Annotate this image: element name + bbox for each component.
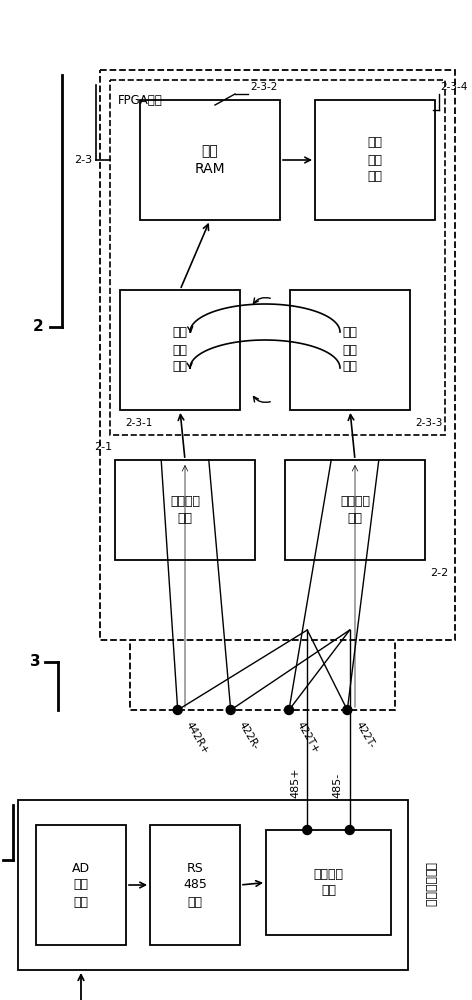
- Text: 双口
RAM: 双口 RAM: [194, 144, 225, 176]
- Text: 物理层接
收端: 物理层接 收端: [170, 495, 200, 525]
- Text: 2-3: 2-3: [74, 155, 92, 165]
- Text: 2-3-3: 2-3-3: [415, 418, 442, 428]
- Circle shape: [173, 706, 182, 714]
- Text: AD
转换
模块: AD 转换 模块: [72, 861, 90, 908]
- Text: 2-3-4: 2-3-4: [440, 82, 467, 92]
- Circle shape: [285, 706, 294, 714]
- Text: 2: 2: [33, 319, 43, 334]
- Text: 2-2: 2-2: [430, 568, 448, 578]
- Text: FPGA芯片: FPGA芯片: [118, 94, 163, 107]
- Text: 指令
发送
模块: 指令 发送 模块: [343, 326, 357, 373]
- Text: 485-: 485-: [333, 773, 343, 798]
- Bar: [130, 630, 395, 710]
- Bar: [36, 825, 126, 945]
- Text: 422T-: 422T-: [354, 720, 376, 750]
- Circle shape: [343, 706, 352, 714]
- Bar: [120, 290, 240, 410]
- Circle shape: [345, 826, 354, 834]
- Bar: [110, 80, 445, 435]
- Circle shape: [303, 826, 312, 834]
- Bar: [150, 825, 240, 945]
- Text: 数据处理卡: 数据处理卡: [471, 336, 472, 374]
- Circle shape: [226, 706, 235, 714]
- Text: 442R+: 442R+: [184, 720, 210, 756]
- Text: 物理层收
发端: 物理层收 发端: [313, 867, 344, 898]
- Bar: [18, 800, 408, 970]
- Text: 3: 3: [30, 654, 40, 670]
- Text: 运算
处理
模块: 运算 处理 模块: [368, 136, 382, 184]
- Text: 数据
接收
模块: 数据 接收 模块: [172, 326, 187, 373]
- Text: RS
485
芯片: RS 485 芯片: [183, 861, 207, 908]
- Text: 2-3-1: 2-3-1: [125, 418, 152, 428]
- Text: 信号采集模块: 信号采集模块: [423, 862, 437, 908]
- Bar: [285, 460, 425, 560]
- Bar: [266, 830, 391, 935]
- Text: 422T+: 422T+: [295, 720, 321, 755]
- Text: 485+: 485+: [290, 767, 300, 798]
- Bar: [315, 100, 435, 220]
- Bar: [115, 460, 255, 560]
- Text: 2-3-2: 2-3-2: [250, 82, 278, 92]
- Text: 422R-: 422R-: [236, 720, 261, 751]
- Text: 物理层发
送端: 物理层发 送端: [340, 495, 370, 525]
- Bar: [100, 70, 455, 640]
- Text: 2-1: 2-1: [94, 442, 112, 452]
- Bar: [140, 100, 280, 220]
- Bar: [290, 290, 410, 410]
